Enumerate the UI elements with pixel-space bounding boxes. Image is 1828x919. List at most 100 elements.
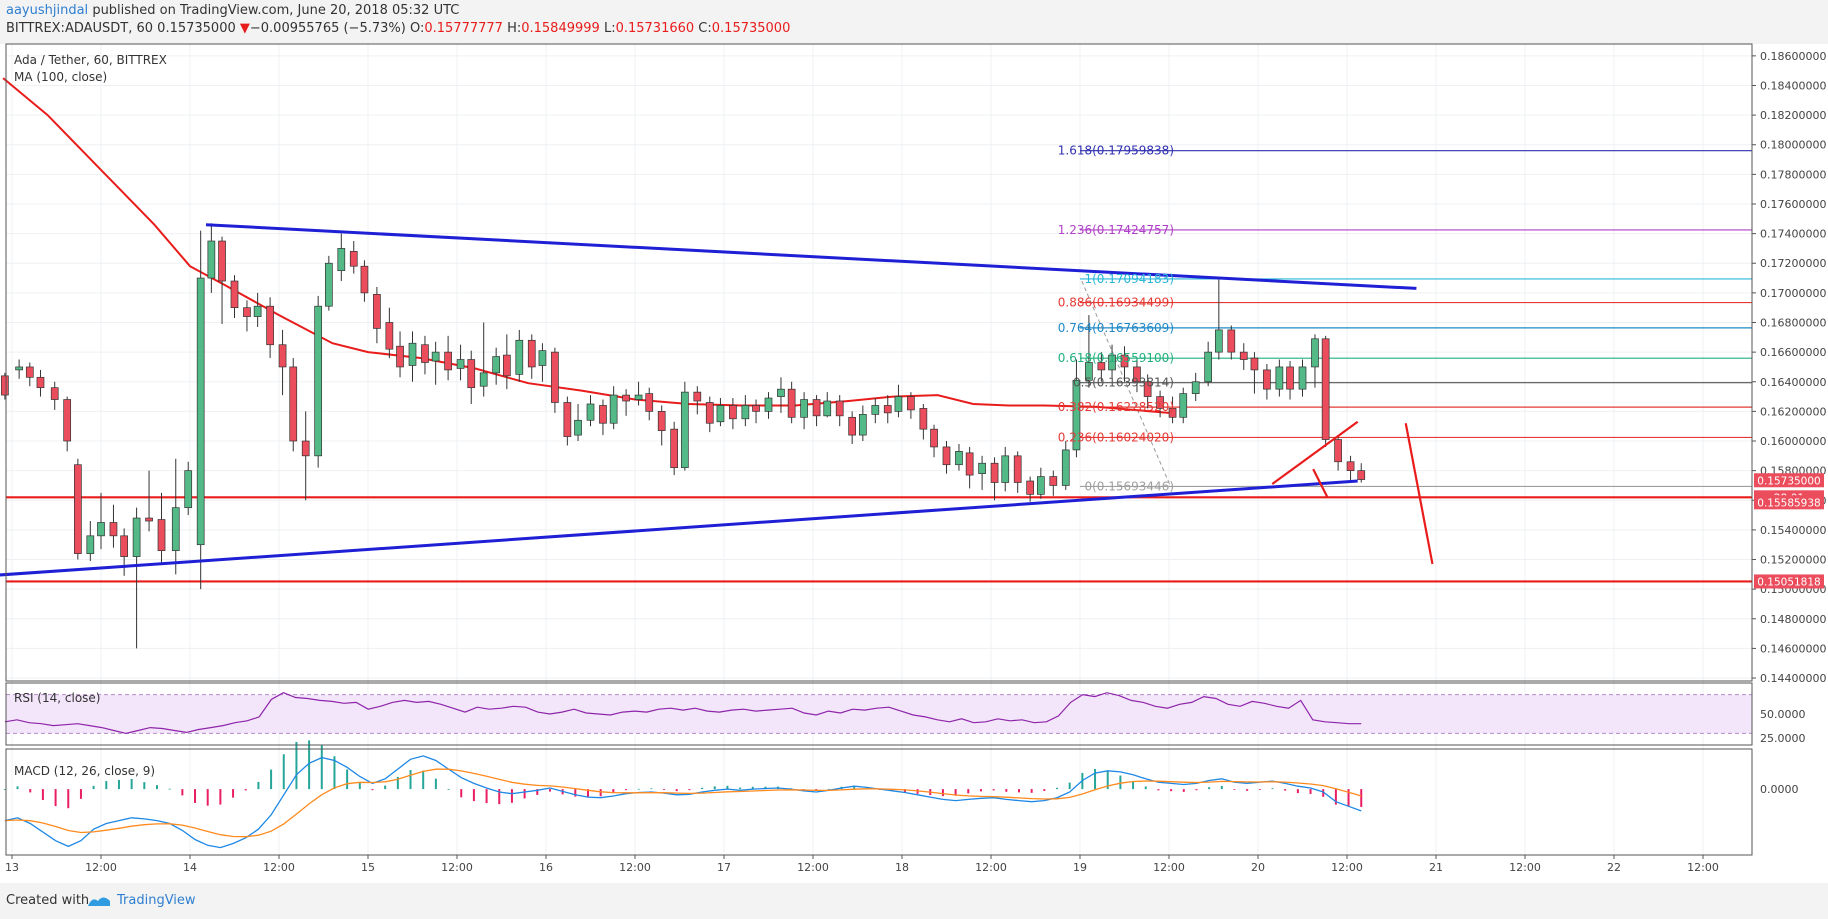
macd-histogram-bar <box>637 788 640 790</box>
author-link[interactable]: aayushjindal <box>6 3 89 18</box>
candle-body <box>1214 329 1223 353</box>
macd-histogram-bar <box>206 789 209 806</box>
price-tick-label: 0.16600000 <box>1760 346 1826 359</box>
candle-body <box>120 535 128 557</box>
time-tick-label: 15 <box>361 861 375 874</box>
price-tick-label: 0.16200000 <box>1760 405 1826 418</box>
price-tick-label: 0.16400000 <box>1760 376 1826 389</box>
candle-body <box>1204 351 1213 383</box>
macd-histogram-bar <box>903 789 906 793</box>
time-tick-label: 12:00 <box>263 861 295 874</box>
fib-anchor-line <box>1081 280 1172 488</box>
macd-histogram-bar <box>751 786 754 790</box>
time-tick-label: 21 <box>1429 861 1443 874</box>
macd-histogram-bar <box>346 769 349 790</box>
macd-histogram-bar <box>447 788 450 790</box>
macd-histogram-bar <box>1056 787 1059 790</box>
open-label: O: <box>409 21 425 36</box>
candle-body <box>1357 470 1366 480</box>
macd-histogram-bar <box>1233 789 1236 790</box>
candle-body <box>15 366 23 371</box>
candle-body <box>253 305 262 317</box>
macd-histogram-bar <box>194 789 197 803</box>
candle-body <box>609 394 618 424</box>
projection-arrow-segment <box>1271 420 1359 485</box>
drawing-overlays <box>6 150 1752 583</box>
candle-body <box>1072 379 1081 451</box>
macd-histogram-bar <box>168 788 171 790</box>
moving-average-layer <box>2 77 1170 414</box>
macd-histogram-bar <box>295 741 298 790</box>
candle-body <box>693 391 702 402</box>
candle-body <box>942 446 951 466</box>
time-tick-label: 13 <box>5 861 19 874</box>
macd-histogram-bar <box>954 789 957 796</box>
macd-histogram-bar <box>510 789 513 803</box>
macd-histogram-bar <box>701 787 704 790</box>
macd-histogram-bar <box>1208 787 1211 790</box>
candle-body <box>196 277 205 546</box>
time-tick-label: 12:00 <box>619 861 651 874</box>
candle-body <box>800 399 808 418</box>
open-value: 0.15777777 <box>424 21 503 36</box>
candle-body <box>812 399 821 417</box>
candle-body <box>1 375 9 396</box>
macd-histogram-bar <box>523 789 526 799</box>
candle-body <box>823 400 832 417</box>
macd-histogram-bar <box>992 789 995 791</box>
macd-histogram-bar <box>67 789 70 809</box>
candle-body <box>978 462 986 474</box>
candle-body <box>990 462 999 483</box>
candle-body <box>527 339 536 368</box>
candle-body <box>965 452 974 476</box>
candle-body <box>479 372 488 387</box>
price-label-box <box>1754 495 1824 510</box>
candle-body <box>1334 439 1342 463</box>
candle-body <box>25 366 34 378</box>
fib-level-label: 0.886(0.16934499) <box>1058 296 1174 310</box>
macd-histogram-bar <box>1322 789 1325 797</box>
candle-body <box>777 388 785 397</box>
time-tick-label: 12:00 <box>441 861 473 874</box>
macd-histogram-bar <box>155 785 158 790</box>
candle-body <box>764 397 773 412</box>
candle-body <box>955 451 963 466</box>
candle-body <box>97 522 105 537</box>
candle-body <box>515 339 524 375</box>
candle-body <box>1013 455 1022 483</box>
macd-histogram-bar <box>726 785 729 790</box>
tradingview-brand-link[interactable]: TradingView <box>117 893 196 908</box>
macd-histogram-bar <box>270 769 273 790</box>
price-tick-label: 0.15200000 <box>1760 554 1826 567</box>
candle-body <box>907 396 915 411</box>
candle-body <box>835 400 844 417</box>
macd-histogram-bar <box>1347 789 1350 806</box>
macd-histogram-bar <box>1195 789 1198 791</box>
macd-histogram-bar <box>1296 789 1299 794</box>
candle-body <box>1061 449 1070 486</box>
candle-body <box>741 405 750 420</box>
macd-histogram-bar <box>29 789 32 793</box>
candlestick-series <box>1 223 1366 649</box>
high-label: H: <box>507 21 522 36</box>
pane-frames <box>5 43 1753 856</box>
macd-histogram-bar <box>485 789 488 804</box>
candle-body <box>871 405 880 415</box>
candle-body <box>492 356 501 374</box>
fib-level-label: 0(0.15693446) <box>1084 479 1174 493</box>
candle-body <box>563 402 572 437</box>
macd-histogram-bar <box>739 787 742 790</box>
macd-histogram-bar <box>130 779 133 790</box>
projection-arrow-segment <box>1312 468 1329 498</box>
candle-body <box>705 402 714 424</box>
macd-histogram-bar <box>1144 786 1147 790</box>
candle-body <box>243 307 251 317</box>
time-tick-label: 12:00 <box>85 861 117 874</box>
candle-body <box>670 428 679 469</box>
macd-histogram-bar <box>498 789 501 805</box>
candle-body <box>145 517 153 522</box>
candle-body <box>324 262 333 307</box>
candle-body <box>1239 351 1248 360</box>
macd-tick-label: 0.0000 <box>1760 783 1799 796</box>
